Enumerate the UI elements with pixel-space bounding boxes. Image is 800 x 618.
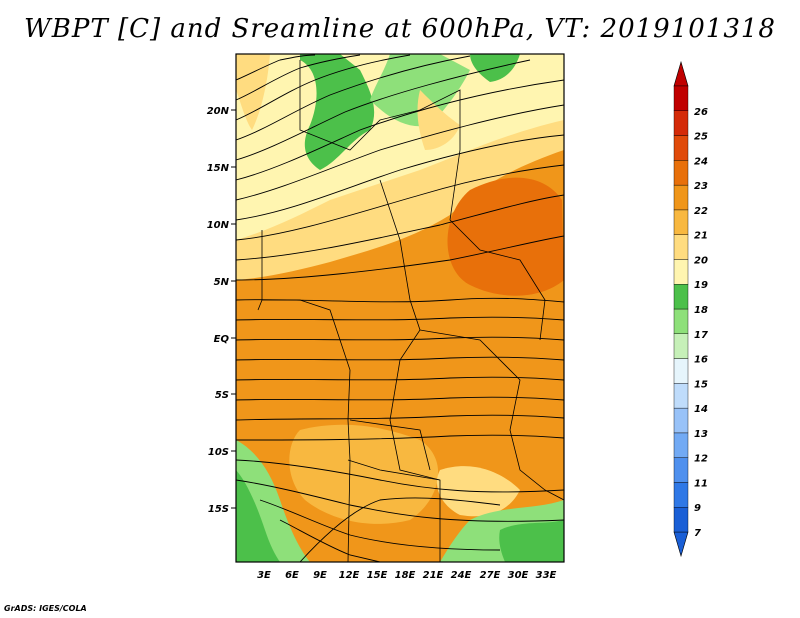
colorbar-label: 25: [694, 132, 708, 143]
colorbar-label: 18: [694, 305, 708, 316]
lat-label: 5N: [214, 277, 230, 288]
lon-label: 12E: [339, 570, 360, 581]
colorbar-swatch: [673, 259, 689, 285]
colorbar-label: 7: [694, 528, 701, 539]
colorbar-label: 22: [694, 206, 708, 217]
colorbar-swatch: [673, 234, 689, 260]
colorbar-swatch: [673, 358, 689, 384]
colorbar-label: 23: [694, 181, 708, 192]
colorbar-label: 24: [694, 156, 708, 167]
credit-label: GrADS: IGES/COLA: [4, 604, 87, 613]
colorbar-label: 15: [694, 379, 708, 390]
colorbar-min-arrow: [673, 531, 689, 558]
colorbar-label: 9: [694, 503, 701, 514]
lat-label: 5S: [215, 390, 229, 401]
lon-label: 24E: [451, 570, 472, 581]
colorbar-swatch: [673, 184, 689, 211]
lat-label: 15N: [207, 163, 230, 174]
lon-label: 3E: [257, 570, 271, 581]
lon-label: 21E: [423, 570, 444, 581]
lat-axis: 20N 15N 10N 5N EQ 5S 10S 15S: [207, 106, 236, 515]
colorbar-swatch: [673, 457, 689, 483]
colorbar-label: 16: [694, 355, 708, 366]
colorbar-label: 13: [694, 429, 708, 440]
colorbar-swatch: [673, 209, 689, 235]
wbpt-shading: [236, 54, 564, 562]
lat-label: 10N: [207, 220, 230, 231]
colorbar-swatch: [673, 160, 689, 186]
lon-label: 30E: [508, 570, 529, 581]
lat-label: EQ: [214, 334, 230, 345]
colorbar-swatch: [673, 110, 689, 136]
colorbar-swatch: [673, 85, 689, 111]
colorbar-label: 17: [694, 330, 708, 341]
streamlines: [236, 54, 564, 562]
lon-label: 6E: [285, 570, 299, 581]
lon-label: 15E: [367, 570, 388, 581]
lon-label: 9E: [313, 570, 327, 581]
lat-label: 10S: [208, 447, 229, 458]
colorbar-swatch: [673, 482, 689, 508]
colorbar-max-arrow: [673, 60, 689, 87]
colorbar-swatch: [673, 432, 689, 458]
map-title: WBPT [C] and Sreamline at 600hPa, VT: 20…: [24, 14, 776, 44]
map-frame: [235, 53, 565, 563]
lat-label: 15S: [208, 504, 229, 515]
lon-label: 33E: [536, 570, 557, 581]
colorbar-swatch: [673, 507, 689, 533]
lon-axis: 3E 6E 9E 12E 15E 18E 21E 24E 27E 30E 33E: [257, 570, 556, 581]
colorbar-swatch: [673, 284, 689, 310]
colorbar-swatch: [673, 308, 689, 334]
colorbar-swatch: [673, 333, 689, 359]
colorbar-label: 14: [694, 404, 708, 415]
lat-label: 20N: [207, 106, 230, 117]
colorbar: 7 9 11 12 13 14 15 16 17 18 19 20 21 22 23 24 25 26: [673, 60, 708, 558]
colorbar-label: 26: [694, 107, 708, 118]
lon-label: 27E: [480, 570, 501, 581]
country-borders: [257, 60, 564, 562]
colorbar-label: 11: [694, 478, 708, 489]
colorbar-label: 19: [694, 280, 708, 291]
colorbar-swatch: [673, 383, 689, 409]
colorbar-label: 20: [694, 255, 708, 266]
colorbar-swatch: [673, 135, 689, 161]
colorbar-label: 21: [694, 231, 708, 242]
lon-label: 18E: [395, 570, 416, 581]
colorbar-label: 12: [694, 454, 708, 465]
colorbar-swatch: [673, 407, 689, 434]
